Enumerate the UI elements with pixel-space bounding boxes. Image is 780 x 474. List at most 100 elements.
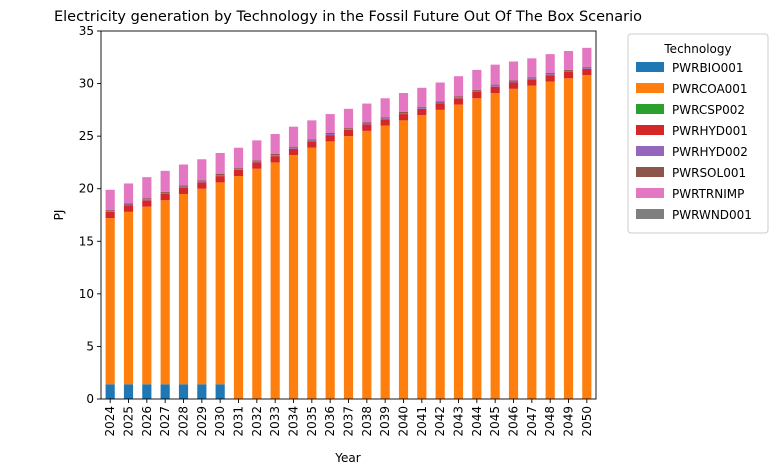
bar-pwrhyd002-2025 bbox=[123, 204, 134, 206]
bar-pwrtrnimp-2034 bbox=[288, 126, 299, 147]
bar-pwrsol001-2032 bbox=[252, 160, 262, 162]
legend: Technology PWRBIO001 PWRCOA001 PWRCSP002 PW… bbox=[627, 33, 769, 234]
bar-pwrcoa001-2028 bbox=[178, 193, 189, 385]
legend-swatch-pwrhyd001 bbox=[636, 125, 664, 135]
bar-pwrsol001-2039 bbox=[380, 117, 390, 119]
bar-pwrbio001-2029 bbox=[197, 384, 207, 399]
bar-pwrsol001-2045 bbox=[490, 84, 500, 86]
bar-pwrhyd002-2032 bbox=[252, 161, 262, 163]
x-tick-label-2038: 2038 bbox=[360, 406, 374, 437]
bar-pwrcoa001-2029 bbox=[197, 188, 207, 385]
bar-pwrhyd001-2046 bbox=[508, 82, 519, 89]
x-tick-label-2024: 2024 bbox=[103, 406, 117, 437]
bar-pwrhyd002-2037 bbox=[343, 128, 354, 130]
bar-pwrsol001-2024 bbox=[105, 209, 115, 211]
bar-pwrhyd002-2039 bbox=[380, 118, 390, 120]
x-tick-label-2031: 2031 bbox=[232, 406, 246, 437]
bar-pwrsol001-2040 bbox=[398, 111, 409, 114]
bar-pwrtrnimp-2031 bbox=[233, 147, 244, 168]
x-tick-label-2035: 2035 bbox=[305, 406, 319, 437]
x-tick-label-2026: 2026 bbox=[140, 406, 154, 437]
bar-pwrsol001-2029 bbox=[197, 180, 207, 182]
legend-title: Technology bbox=[663, 42, 731, 56]
legend-label-pwrtrnimp: PWRTRNIMP bbox=[672, 187, 744, 201]
bar-pwrhyd001-2049 bbox=[563, 72, 574, 79]
bar-pwrhyd001-2029 bbox=[197, 182, 207, 189]
x-tick-label-2037: 2037 bbox=[342, 406, 356, 437]
bar-pwrbio001-2024 bbox=[105, 384, 115, 399]
bar-pwrhyd002-2036 bbox=[325, 134, 335, 136]
bar-pwrcoa001-2046 bbox=[508, 88, 519, 399]
bar-pwrsol001-2028 bbox=[178, 185, 189, 187]
bar-pwrhyd001-2024 bbox=[105, 211, 115, 219]
bar-pwrcoa001-2044 bbox=[472, 98, 482, 399]
legend-swatch-pwrwnd001 bbox=[636, 209, 664, 219]
bar-pwrhyd001-2048 bbox=[545, 75, 555, 82]
bar-pwrhyd002-2041 bbox=[417, 107, 427, 109]
bar-pwrsol001-2036 bbox=[325, 132, 335, 135]
x-tick-label-2025: 2025 bbox=[122, 406, 136, 437]
bar-pwrhyd001-2036 bbox=[325, 135, 335, 142]
legend-label-pwrcsp002: PWRCSP002 bbox=[672, 103, 745, 117]
bar-pwrtrnimp-2038 bbox=[362, 103, 372, 123]
bar-pwrcoa001-2049 bbox=[563, 78, 574, 399]
y-tick-label-10: 10 bbox=[79, 287, 94, 301]
x-tick-label-2046: 2046 bbox=[507, 406, 521, 437]
x-tick-label-2050: 2050 bbox=[580, 406, 594, 437]
bar-pwrhyd002-2048 bbox=[545, 74, 555, 76]
bar-pwrsol001-2037 bbox=[343, 127, 354, 129]
bar-pwrcoa001-2027 bbox=[160, 200, 170, 385]
bar-pwrsol001-2044 bbox=[472, 89, 482, 91]
bar-pwrhyd002-2031 bbox=[233, 168, 244, 170]
bar-pwrhyd001-2039 bbox=[380, 119, 390, 126]
bar-pwrbio001-2027 bbox=[160, 384, 170, 399]
x-tick-label-2044: 2044 bbox=[470, 406, 484, 437]
bar-pwrhyd002-2034 bbox=[288, 147, 299, 149]
bar-pwrhyd002-2046 bbox=[508, 81, 519, 83]
bar-pwrtrnimp-2030 bbox=[215, 152, 225, 174]
x-tick-label-2041: 2041 bbox=[415, 406, 429, 437]
chart-title: Electricity generation by Technology in … bbox=[54, 9, 642, 25]
bar-pwrhyd001-2037 bbox=[343, 129, 354, 137]
y-tick-label-35: 35 bbox=[79, 24, 94, 38]
bar-pwrhyd002-2026 bbox=[142, 199, 152, 201]
bar-pwrhyd002-2050 bbox=[582, 67, 592, 69]
y-tick-label-30: 30 bbox=[79, 77, 94, 91]
bar-pwrhyd001-2033 bbox=[270, 156, 280, 163]
bar-pwrtrnimp-2045 bbox=[490, 64, 500, 85]
x-tick-label-2045: 2045 bbox=[488, 406, 502, 437]
bar-pwrcoa001-2042 bbox=[435, 109, 445, 400]
bar-pwrhyd001-2035 bbox=[307, 141, 317, 148]
bar-pwrhyd002-2040 bbox=[398, 113, 409, 115]
bar-pwrtrnimp-2029 bbox=[197, 159, 207, 181]
bar-pwrtrnimp-2039 bbox=[380, 98, 390, 118]
x-axis-label: Year bbox=[334, 451, 360, 465]
bar-pwrcoa001-2038 bbox=[362, 130, 372, 399]
legend-label-pwrhyd001: PWRHYD001 bbox=[672, 124, 748, 138]
bar-pwrsol001-2035 bbox=[307, 139, 317, 141]
bar-pwrhyd001-2042 bbox=[435, 103, 445, 110]
bar-pwrsol001-2038 bbox=[362, 122, 372, 124]
bar-pwrcoa001-2045 bbox=[490, 93, 500, 399]
legend-swatch-pwrbio001 bbox=[636, 62, 664, 72]
legend-label-pwrsol001: PWRSOL001 bbox=[672, 166, 746, 180]
bar-pwrsol001-2033 bbox=[270, 154, 280, 156]
bar-pwrcoa001-2047 bbox=[527, 85, 537, 400]
bar-pwrtrnimp-2035 bbox=[307, 120, 317, 140]
bar-pwrhyd002-2043 bbox=[453, 97, 464, 99]
x-tick-label-2033: 2033 bbox=[268, 406, 282, 437]
bar-pwrcoa001-2036 bbox=[325, 141, 335, 399]
bar-pwrbio001-2030 bbox=[215, 384, 225, 399]
bar-pwrhyd002-2028 bbox=[178, 186, 189, 188]
bar-pwrsol001-2046 bbox=[508, 80, 519, 82]
bar-pwrhyd002-2030 bbox=[215, 175, 225, 177]
bar-pwrhyd002-2044 bbox=[472, 90, 482, 92]
bar-pwrbio001-2028 bbox=[178, 384, 189, 399]
legend-swatch-pwrcoa001 bbox=[636, 83, 664, 93]
bar-pwrtrnimp-2041 bbox=[417, 87, 427, 107]
legend-swatch-pwrsol001 bbox=[636, 167, 664, 177]
bar-pwrsol001-2043 bbox=[453, 96, 464, 98]
bar-pwrbio001-2026 bbox=[142, 384, 152, 399]
bar-pwrhyd001-2038 bbox=[362, 124, 372, 131]
bar-pwrcoa001-2032 bbox=[252, 168, 262, 399]
